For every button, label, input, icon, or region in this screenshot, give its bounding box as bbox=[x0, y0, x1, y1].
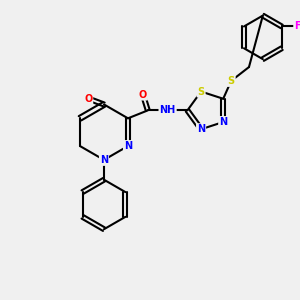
Text: S: S bbox=[228, 76, 235, 86]
Text: N: N bbox=[219, 117, 227, 127]
Text: S: S bbox=[197, 87, 205, 97]
Text: NH: NH bbox=[160, 105, 176, 116]
Text: O: O bbox=[139, 89, 147, 100]
Text: N: N bbox=[197, 124, 205, 134]
Text: F: F bbox=[294, 22, 300, 32]
Text: N: N bbox=[124, 141, 132, 151]
Text: O: O bbox=[84, 94, 92, 103]
Text: N: N bbox=[100, 155, 108, 165]
